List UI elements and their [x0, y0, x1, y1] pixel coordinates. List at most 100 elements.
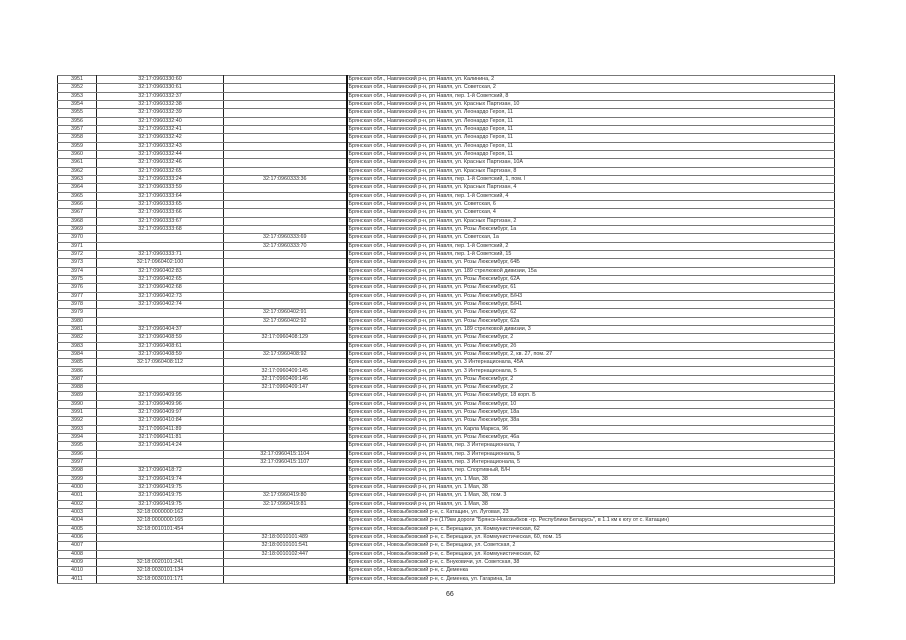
- row-number-cell: 4010: [57, 566, 97, 576]
- address-cell: Брянская обл., Навлинский р-н, рп Навля,…: [345, 358, 835, 368]
- parent-cadastral-number-cell: [223, 466, 347, 476]
- row-number-cell: 3999: [57, 474, 97, 485]
- cadastral-number-cell: [96, 549, 224, 560]
- cadastral-number-cell: 32:17:0960333:67: [96, 216, 224, 226]
- address-cell: Брянская обл., Новозыбковский р-н, с. Де…: [345, 566, 835, 576]
- address-cell: Брянская обл., Навлинский р-н, рп Навля,…: [345, 474, 835, 485]
- cadastral-number-cell: 32:17:0960330:61: [96, 83, 224, 93]
- table-row: 3990 32:17:0960409:96 Брянская обл., Навли…: [57, 399, 835, 410]
- parent-cadastral-number-cell: [223, 424, 347, 435]
- parent-cadastral-number-cell: 32:17:0960408:129: [223, 333, 347, 343]
- table-row: 3996 32:17:0960415:1104 Брянская обл., Нав…: [57, 449, 835, 460]
- address-cell: Брянская обл., Новозыбковский р-н, с. Вн…: [345, 558, 835, 568]
- row-number-cell: 3979: [57, 308, 97, 318]
- address-cell: Брянская обл., Новозыбковский р-н, с. Де…: [345, 574, 835, 585]
- address-cell: Брянская обл., Навлинский р-н, рп Навля,…: [345, 299, 835, 310]
- cadastral-number-cell: 32:17:0960411:89: [96, 424, 224, 435]
- row-number-cell: 3965: [57, 191, 97, 201]
- address-cell: Брянская обл., Новозыбковский р-н, с. Ве…: [345, 541, 835, 551]
- table-row: 3994 32:17:0960411:81 Брянская обл., Навли…: [57, 433, 835, 443]
- cadastral-number-cell: 32:17:0960332:37: [96, 91, 224, 102]
- row-number-cell: 3958: [57, 133, 97, 143]
- parent-cadastral-number-cell: [223, 158, 347, 168]
- row-number-cell: 3977: [57, 291, 97, 301]
- parent-cadastral-number-cell: [223, 183, 347, 193]
- address-cell: Брянская обл., Навлинский р-н, рп Навля,…: [345, 433, 835, 443]
- table-row: 3974 32:17:0960402:83 Брянская обл., Навли…: [57, 266, 835, 276]
- address-cell: Брянская обл., Навлинский р-н, рп Навля,…: [345, 99, 835, 110]
- parent-cadastral-number-cell: 32:17:0960419:80: [223, 491, 347, 501]
- address-cell: Брянская обл., Навлинский р-н, рп Навля,…: [345, 74, 835, 85]
- row-number-cell: 3996: [57, 449, 97, 460]
- parent-cadastral-number-cell: [223, 133, 347, 143]
- row-number-cell: 3962: [57, 166, 97, 176]
- address-cell: Брянская обл., Навлинский р-н, рп Навля,…: [345, 266, 835, 276]
- address-cell: Брянская обл., Навлинский р-н, рп Навля,…: [345, 158, 835, 168]
- table-row: 3957 32:17:0960332:41 Брянская обл., Навли…: [57, 124, 835, 135]
- address-cell: Брянская обл., Навлинский р-н, рп Навля,…: [345, 466, 835, 476]
- row-number-cell: 3983: [57, 341, 97, 351]
- cadastral-number-cell: [96, 533, 224, 543]
- row-number-cell: 4002: [57, 499, 97, 510]
- table-row: 3969 32:17:0960333:68 Брянская обл., Навли…: [57, 224, 835, 235]
- parent-cadastral-number-cell: 32:18:0010101:489: [223, 533, 347, 543]
- cadastral-number-cell: [96, 383, 224, 393]
- table-row: 3971 32:17:0960333:70 Брянская обл., Навли…: [57, 241, 835, 251]
- address-cell: Брянская обл., Навлинский р-н, рп Навля,…: [345, 108, 835, 118]
- parent-cadastral-number-cell: [223, 249, 347, 260]
- parent-cadastral-number-cell: [223, 524, 347, 535]
- row-number-cell: 4004: [57, 516, 97, 526]
- cadastral-number-cell: 32:17:0960330:60: [96, 74, 224, 85]
- table-row: 3993 32:17:0960411:89 Брянская обл., Навли…: [57, 424, 835, 435]
- table-row: 3951 32:17:0960330:60 Брянская обл., Навли…: [57, 74, 835, 85]
- cadastral-number-cell: 32:18:0000000:165: [96, 516, 224, 526]
- row-number-cell: 3998: [57, 466, 97, 476]
- row-number-cell: 3973: [57, 258, 97, 268]
- address-cell: Брянская обл., Навлинский р-н, рп Навля,…: [345, 408, 835, 418]
- address-cell: Брянская обл., Навлинский р-н, рп Навля,…: [345, 424, 835, 435]
- cadastral-number-cell: 32:17:0960410:84: [96, 416, 224, 426]
- cadastral-number-cell: 32:17:0960411:81: [96, 433, 224, 443]
- table-row: 3985 32:17:0960408:112 Брянская обл., Навл…: [57, 358, 835, 368]
- table-row: 3998 32:17:0960418:72 Брянская обл., Навли…: [57, 466, 835, 476]
- row-number-cell: 3960: [57, 149, 97, 160]
- parent-cadastral-number-cell: [223, 274, 347, 285]
- table-row: 3984 32:17:0960408:59 32:17:0960408:92 Брян…: [57, 349, 835, 360]
- cadastral-number-cell: [96, 449, 224, 460]
- cadastral-number-cell: 32:17:0960408:112: [96, 358, 224, 368]
- row-number-cell: 3995: [57, 441, 97, 451]
- row-number-cell: 3957: [57, 124, 97, 135]
- parent-cadastral-number-cell: [223, 141, 347, 151]
- parent-cadastral-number-cell: [223, 341, 347, 351]
- parent-cadastral-number-cell: [223, 574, 347, 585]
- table-row: 3991 32:17:0960409:97 Брянская обл., Навли…: [57, 408, 835, 418]
- address-cell: Брянская обл., Навлинский р-н, рп Навля,…: [345, 283, 835, 293]
- cadastral-number-cell: 32:17:0960419:75: [96, 491, 224, 501]
- address-cell: Брянская обл., Навлинский р-н, рп Навля,…: [345, 199, 835, 210]
- address-cell: Брянская обл., Навлинский р-н, рп Навля,…: [345, 258, 835, 268]
- cadastral-number-cell: 32:17:0960402:68: [96, 283, 224, 293]
- cadastral-number-cell: 32:17:0960333:64: [96, 191, 224, 201]
- parent-cadastral-number-cell: [223, 166, 347, 176]
- cadastral-number-cell: [96, 316, 224, 326]
- row-number-cell: 3997: [57, 458, 97, 468]
- table-row: 4009 32:18:0020101:241 Брянская обл., Ново…: [57, 558, 835, 568]
- table-row: 3981 32:17:0960404:37 Брянская обл., Навли…: [57, 324, 835, 335]
- table-row: 3973 32:17:0960402:100 Брянская обл., Навл…: [57, 258, 835, 268]
- address-cell: Брянская обл., Навлинский р-н, рп Навля,…: [345, 441, 835, 451]
- table-row: 3967 32:17:0960333:66 Брянская обл., Навли…: [57, 208, 835, 218]
- table-row: 3986 32:17:0960409:145 Брянская обл., Навл…: [57, 366, 835, 376]
- parent-cadastral-number-cell: [223, 74, 347, 85]
- address-cell: Брянская обл., Навлинский р-н, рп Навля,…: [345, 383, 835, 393]
- row-number-cell: 3976: [57, 283, 97, 293]
- parent-cadastral-number-cell: [223, 291, 347, 301]
- table-row: 3958 32:17:0960332:42 Брянская обл., Навли…: [57, 133, 835, 143]
- cadastral-number-cell: 32:17:0960332:40: [96, 116, 224, 126]
- cadastral-number-cell: 32:17:0960332:42: [96, 133, 224, 143]
- parent-cadastral-number-cell: 32:17:0960408:92: [223, 349, 347, 360]
- row-number-cell: 4009: [57, 558, 97, 568]
- address-cell: Брянская обл., Навлинский р-н, рп Навля,…: [345, 349, 835, 360]
- page-number: 66: [446, 591, 454, 598]
- address-cell: Брянская обл., Новозыбковский р-н, с. Ве…: [345, 533, 835, 543]
- table-row: 3965 32:17:0960333:64 Брянская обл., Навли…: [57, 191, 835, 201]
